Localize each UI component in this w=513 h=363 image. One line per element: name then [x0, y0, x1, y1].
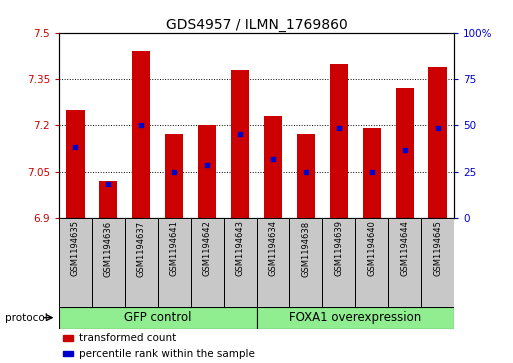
Text: percentile rank within the sample: percentile rank within the sample [79, 349, 254, 359]
Text: GFP control: GFP control [124, 311, 191, 324]
Bar [264, 116, 282, 218]
Bar [428, 67, 447, 218]
Bar [66, 110, 85, 218]
Bar [421, 218, 454, 307]
Text: GSM1194641: GSM1194641 [170, 220, 179, 276]
Bar [132, 51, 150, 218]
Text: FOXA1 overexpression: FOXA1 overexpression [289, 311, 421, 324]
Bar [322, 218, 355, 307]
Bar [100, 181, 117, 218]
Text: GSM1194635: GSM1194635 [71, 220, 80, 277]
Text: GSM1194645: GSM1194645 [433, 220, 442, 276]
Bar [396, 88, 413, 218]
Bar [256, 307, 454, 329]
Bar [297, 135, 315, 218]
Bar [330, 64, 348, 218]
Bar [125, 218, 158, 307]
Text: transformed count: transformed count [79, 333, 176, 343]
Bar [63, 351, 73, 356]
Bar [355, 218, 388, 307]
Text: GSM1194638: GSM1194638 [301, 220, 310, 277]
Bar [165, 135, 183, 218]
Bar [363, 128, 381, 218]
Bar [63, 335, 73, 341]
Bar [59, 307, 256, 329]
Bar [388, 218, 421, 307]
Bar [198, 125, 216, 218]
Text: GSM1194636: GSM1194636 [104, 220, 113, 277]
Bar [92, 218, 125, 307]
Text: GSM1194637: GSM1194637 [137, 220, 146, 277]
Bar [59, 218, 92, 307]
Text: protocol: protocol [5, 313, 48, 323]
Text: GSM1194642: GSM1194642 [203, 220, 212, 276]
Title: GDS4957 / ILMN_1769860: GDS4957 / ILMN_1769860 [166, 18, 347, 32]
Bar [158, 218, 191, 307]
Text: GSM1194639: GSM1194639 [334, 220, 343, 277]
Bar [224, 218, 256, 307]
Text: GSM1194644: GSM1194644 [400, 220, 409, 276]
Text: GSM1194634: GSM1194634 [268, 220, 278, 277]
Bar [191, 218, 224, 307]
Bar [256, 218, 289, 307]
Text: GSM1194643: GSM1194643 [235, 220, 245, 277]
Bar [289, 218, 322, 307]
Text: GSM1194640: GSM1194640 [367, 220, 376, 276]
Bar [231, 70, 249, 218]
